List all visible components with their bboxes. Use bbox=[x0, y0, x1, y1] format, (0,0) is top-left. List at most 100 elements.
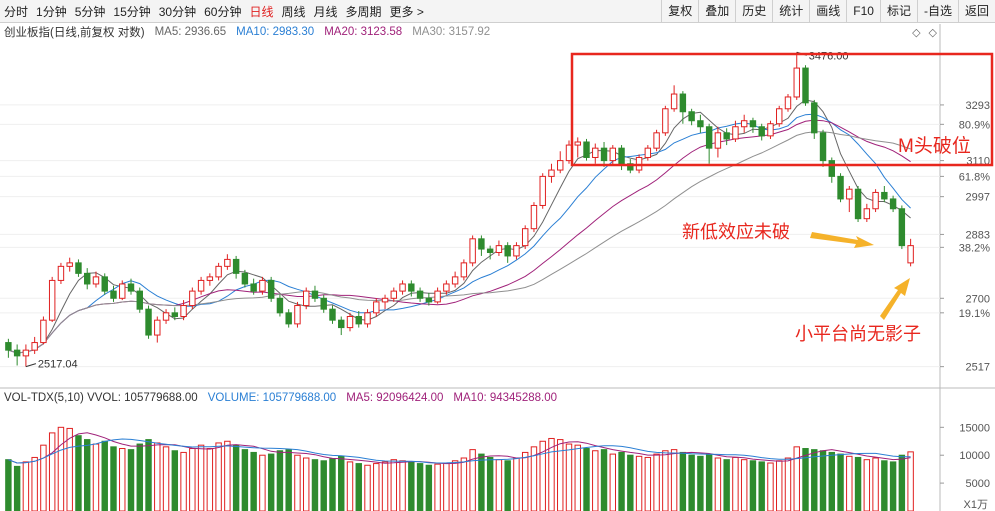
candle-body bbox=[872, 191, 879, 210]
period-tab-10[interactable]: 更多 > bbox=[389, 5, 424, 19]
volume-bar bbox=[31, 456, 38, 511]
candle-body bbox=[399, 283, 406, 292]
volume-bar bbox=[670, 449, 678, 511]
ma-legend-3: MA30: 3157.92 bbox=[412, 26, 491, 38]
volume-bar bbox=[644, 456, 652, 511]
candle-body bbox=[557, 160, 564, 171]
ma-legend-1: MA10: 2983.30 bbox=[236, 26, 315, 38]
volume-bar bbox=[565, 443, 573, 511]
volume-bar bbox=[355, 463, 362, 511]
chart-title: 创业板指(日线,前复权 对数) bbox=[4, 27, 145, 39]
candle-body bbox=[670, 93, 678, 110]
candle-body bbox=[241, 272, 249, 285]
candle-body bbox=[180, 305, 187, 317]
chart-corner-icons: ◇ ◇ bbox=[912, 26, 937, 39]
candle-body bbox=[390, 290, 398, 299]
period-tab-1[interactable]: 1分钟 bbox=[36, 5, 67, 19]
candle-body bbox=[521, 228, 529, 247]
volume-bar bbox=[162, 446, 170, 511]
period-tab-6[interactable]: 日线 bbox=[249, 5, 274, 19]
candle-body bbox=[259, 279, 266, 292]
toolbar-button-6[interactable]: 标记 bbox=[879, 0, 917, 22]
period-tab-0[interactable]: 分时 bbox=[4, 5, 29, 19]
volume-bar bbox=[232, 444, 240, 511]
candle-body bbox=[48, 279, 56, 321]
candle-body bbox=[381, 297, 389, 303]
ma-legend-2: MA20: 3123.58 bbox=[324, 26, 403, 38]
toolbar-button-3[interactable]: 统计 bbox=[772, 0, 809, 22]
period-tab-8[interactable]: 月线 bbox=[313, 5, 338, 19]
candle-body bbox=[723, 132, 730, 140]
toolbar-button-4[interactable]: 画线 bbox=[809, 0, 846, 22]
volume-bar bbox=[811, 449, 818, 511]
toolbar-button-5[interactable]: F10 bbox=[846, 0, 880, 22]
volume-bar bbox=[443, 462, 450, 511]
settings-icon[interactable]: ◇ bbox=[928, 27, 937, 39]
candle-body bbox=[320, 297, 327, 310]
candle-body bbox=[267, 279, 275, 299]
toolbar-button-2[interactable]: 历史 bbox=[735, 0, 772, 22]
volume-bar bbox=[749, 460, 757, 511]
volume-bar bbox=[846, 455, 853, 511]
volume-bar bbox=[180, 451, 187, 511]
volume-bar bbox=[513, 457, 520, 511]
period-toolbar: 分时 1分钟 5分钟 15分钟 30分钟 60分钟 日线 周线 月线 多周期 更多 > 复权 叠加 历史… bbox=[0, 0, 995, 23]
volume-legend-2: MA10: 94345288.00 bbox=[453, 392, 558, 404]
volume-bar bbox=[57, 426, 65, 511]
candle-body bbox=[705, 126, 713, 149]
candle-body bbox=[145, 308, 152, 336]
candle-body bbox=[57, 265, 65, 281]
volume-bar bbox=[460, 457, 468, 511]
candle-body bbox=[592, 147, 599, 158]
period-tab-9[interactable]: 多周期 bbox=[345, 5, 382, 19]
volume-bar bbox=[381, 461, 389, 511]
candle-body bbox=[679, 93, 687, 113]
toolbar-button-1[interactable]: 叠加 bbox=[698, 0, 735, 22]
volume-bar bbox=[434, 463, 441, 511]
volume-bar bbox=[416, 463, 424, 511]
volume-bar bbox=[294, 454, 301, 511]
volume-bar bbox=[881, 460, 888, 511]
candle-body bbox=[294, 305, 301, 325]
price-axis-label-0: 3293 bbox=[966, 100, 990, 112]
period-tab-3[interactable]: 15分钟 bbox=[113, 5, 151, 19]
candle-body bbox=[644, 147, 652, 158]
candle-body bbox=[627, 163, 634, 171]
candle-body bbox=[767, 123, 774, 137]
volume-bar bbox=[390, 459, 398, 511]
volume-bar bbox=[259, 454, 266, 511]
toolbar-button-7[interactable]: -自选 bbox=[916, 0, 958, 22]
period-tab-5[interactable]: 60分钟 bbox=[204, 5, 242, 19]
volume-bar bbox=[84, 439, 91, 511]
candle-body bbox=[846, 188, 853, 200]
volume-axis-label-2: 5000 bbox=[966, 478, 990, 490]
volume-bar bbox=[110, 446, 117, 511]
low-pointer bbox=[25, 363, 37, 368]
volume-bar bbox=[828, 451, 835, 511]
toolbar-button-0[interactable]: 复权 bbox=[661, 0, 698, 22]
volume-bar bbox=[22, 461, 30, 511]
volume-bar bbox=[758, 461, 765, 511]
diamond-icon[interactable]: ◇ bbox=[912, 27, 921, 39]
high-label: 3476.00 bbox=[809, 50, 849, 62]
volume-bar bbox=[609, 453, 617, 511]
candle-body bbox=[373, 301, 380, 314]
volume-bar bbox=[5, 459, 12, 511]
volume-bar bbox=[276, 450, 284, 511]
candle-body bbox=[548, 169, 555, 177]
candle-body bbox=[574, 141, 581, 146]
candle-body bbox=[600, 147, 608, 162]
candle-body bbox=[740, 120, 748, 128]
volume-bar bbox=[267, 453, 275, 511]
period-tab-4[interactable]: 30分钟 bbox=[158, 5, 197, 19]
candle-body bbox=[154, 319, 161, 336]
toolbar-button-8[interactable]: 返回 bbox=[957, 0, 995, 22]
period-tab-7[interactable]: 周线 bbox=[281, 5, 306, 19]
candle-body bbox=[898, 208, 906, 247]
ma-legend-0: MA5: 2936.65 bbox=[154, 26, 227, 38]
price-axis-label-9: 2517 bbox=[966, 362, 990, 374]
period-tab-2[interactable]: 5分钟 bbox=[74, 5, 106, 19]
candle-body bbox=[495, 245, 503, 253]
volume-bar bbox=[872, 457, 879, 511]
